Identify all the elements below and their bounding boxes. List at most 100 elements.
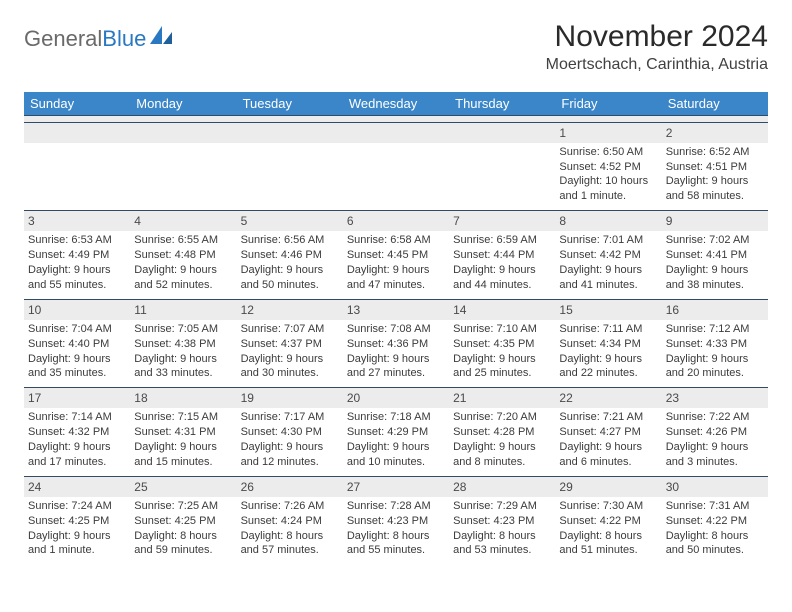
- sunset-line: Sunset: 4:49 PM: [28, 248, 126, 263]
- day-content: Sunrise: 7:02 AMSunset: 4:41 PMDaylight:…: [666, 233, 764, 292]
- day-header: Tuesday: [237, 92, 343, 116]
- sunrise-line: Sunrise: 6:56 AM: [241, 233, 339, 248]
- sunset-line: Sunset: 4:28 PM: [453, 425, 551, 440]
- day-number: 24: [24, 476, 130, 497]
- day-number-empty: [343, 122, 449, 143]
- day-cell: 18Sunrise: 7:15 AMSunset: 4:31 PMDayligh…: [130, 387, 236, 476]
- day-content: Sunrise: 7:01 AMSunset: 4:42 PMDaylight:…: [559, 233, 657, 292]
- daylight-line: Daylight: 9 hours and 12 minutes.: [241, 440, 339, 470]
- sunset-line: Sunset: 4:23 PM: [453, 514, 551, 529]
- sunrise-line: Sunrise: 7:04 AM: [28, 322, 126, 337]
- sunset-line: Sunset: 4:33 PM: [666, 337, 764, 352]
- day-content: Sunrise: 7:17 AMSunset: 4:30 PMDaylight:…: [241, 410, 339, 469]
- day-content: Sunrise: 7:25 AMSunset: 4:25 PMDaylight:…: [134, 499, 232, 558]
- daylight-line: Daylight: 8 hours and 59 minutes.: [134, 529, 232, 559]
- daylight-line: Daylight: 8 hours and 50 minutes.: [666, 529, 764, 559]
- day-content: Sunrise: 7:31 AMSunset: 4:22 PMDaylight:…: [666, 499, 764, 558]
- sunrise-line: Sunrise: 6:59 AM: [453, 233, 551, 248]
- day-content: Sunrise: 6:53 AMSunset: 4:49 PMDaylight:…: [28, 233, 126, 292]
- day-cell: 13Sunrise: 7:08 AMSunset: 4:36 PMDayligh…: [343, 299, 449, 388]
- day-header: Thursday: [449, 92, 555, 116]
- day-header: Sunday: [24, 92, 130, 116]
- daylight-line: Daylight: 8 hours and 53 minutes.: [453, 529, 551, 559]
- day-header: Saturday: [662, 92, 768, 116]
- sunset-line: Sunset: 4:25 PM: [28, 514, 126, 529]
- day-number: 11: [130, 299, 236, 320]
- day-number: 19: [237, 387, 343, 408]
- day-number: 17: [24, 387, 130, 408]
- day-content: Sunrise: 7:28 AMSunset: 4:23 PMDaylight:…: [347, 499, 445, 558]
- sunset-line: Sunset: 4:25 PM: [134, 514, 232, 529]
- sunset-line: Sunset: 4:51 PM: [666, 160, 764, 175]
- day-cell: 17Sunrise: 7:14 AMSunset: 4:32 PMDayligh…: [24, 387, 130, 476]
- day-cell: 15Sunrise: 7:11 AMSunset: 4:34 PMDayligh…: [555, 299, 661, 388]
- daylight-line: Daylight: 9 hours and 33 minutes.: [134, 352, 232, 382]
- week-row: 3Sunrise: 6:53 AMSunset: 4:49 PMDaylight…: [24, 210, 768, 299]
- empty-cell: [343, 122, 449, 211]
- sunset-line: Sunset: 4:38 PM: [134, 337, 232, 352]
- day-content: Sunrise: 7:24 AMSunset: 4:25 PMDaylight:…: [28, 499, 126, 558]
- logo: GeneralBlue: [24, 26, 174, 52]
- sunrise-line: Sunrise: 7:29 AM: [453, 499, 551, 514]
- day-cell: 30Sunrise: 7:31 AMSunset: 4:22 PMDayligh…: [662, 476, 768, 565]
- sunrise-line: Sunrise: 7:31 AM: [666, 499, 764, 514]
- daylight-line: Daylight: 9 hours and 30 minutes.: [241, 352, 339, 382]
- day-cell: 10Sunrise: 7:04 AMSunset: 4:40 PMDayligh…: [24, 299, 130, 388]
- day-number: 23: [662, 387, 768, 408]
- day-content: Sunrise: 7:12 AMSunset: 4:33 PMDaylight:…: [666, 322, 764, 381]
- day-number: 25: [130, 476, 236, 497]
- day-content: Sunrise: 7:10 AMSunset: 4:35 PMDaylight:…: [453, 322, 551, 381]
- sunset-line: Sunset: 4:52 PM: [559, 160, 657, 175]
- daylight-line: Daylight: 9 hours and 17 minutes.: [28, 440, 126, 470]
- daylight-line: Daylight: 9 hours and 27 minutes.: [347, 352, 445, 382]
- sunrise-line: Sunrise: 6:55 AM: [134, 233, 232, 248]
- logo-sail-icon: [148, 24, 174, 51]
- sunrise-line: Sunrise: 6:58 AM: [347, 233, 445, 248]
- sunset-line: Sunset: 4:22 PM: [559, 514, 657, 529]
- sunset-line: Sunset: 4:34 PM: [559, 337, 657, 352]
- day-number: 10: [24, 299, 130, 320]
- day-content: Sunrise: 7:08 AMSunset: 4:36 PMDaylight:…: [347, 322, 445, 381]
- week-row: 10Sunrise: 7:04 AMSunset: 4:40 PMDayligh…: [24, 299, 768, 388]
- daylight-line: Daylight: 9 hours and 25 minutes.: [453, 352, 551, 382]
- logo-text: GeneralBlue: [24, 26, 146, 52]
- day-cell: 21Sunrise: 7:20 AMSunset: 4:28 PMDayligh…: [449, 387, 555, 476]
- sunset-line: Sunset: 4:44 PM: [453, 248, 551, 263]
- day-content: Sunrise: 6:58 AMSunset: 4:45 PMDaylight:…: [347, 233, 445, 292]
- sunset-line: Sunset: 4:30 PM: [241, 425, 339, 440]
- sunset-line: Sunset: 4:37 PM: [241, 337, 339, 352]
- day-cell: 3Sunrise: 6:53 AMSunset: 4:49 PMDaylight…: [24, 210, 130, 299]
- sunset-line: Sunset: 4:23 PM: [347, 514, 445, 529]
- week-row: 24Sunrise: 7:24 AMSunset: 4:25 PMDayligh…: [24, 476, 768, 565]
- daylight-line: Daylight: 9 hours and 3 minutes.: [666, 440, 764, 470]
- calendar-table: SundayMondayTuesdayWednesdayThursdayFrid…: [24, 92, 768, 564]
- sunrise-line: Sunrise: 7:24 AM: [28, 499, 126, 514]
- sunrise-line: Sunrise: 7:02 AM: [666, 233, 764, 248]
- empty-cell: [24, 122, 130, 211]
- day-number: 29: [555, 476, 661, 497]
- day-cell: 9Sunrise: 7:02 AMSunset: 4:41 PMDaylight…: [662, 210, 768, 299]
- day-number-empty: [449, 122, 555, 143]
- day-cell: 6Sunrise: 6:58 AMSunset: 4:45 PMDaylight…: [343, 210, 449, 299]
- day-cell: 28Sunrise: 7:29 AMSunset: 4:23 PMDayligh…: [449, 476, 555, 565]
- day-number: 30: [662, 476, 768, 497]
- daylight-line: Daylight: 9 hours and 10 minutes.: [347, 440, 445, 470]
- day-number: 4: [130, 210, 236, 231]
- day-cell: 2Sunrise: 6:52 AMSunset: 4:51 PMDaylight…: [662, 122, 768, 211]
- daylight-line: Daylight: 9 hours and 47 minutes.: [347, 263, 445, 293]
- day-number: 27: [343, 476, 449, 497]
- daylight-line: Daylight: 9 hours and 58 minutes.: [666, 174, 764, 204]
- sunrise-line: Sunrise: 7:10 AM: [453, 322, 551, 337]
- sunrise-line: Sunrise: 7:08 AM: [347, 322, 445, 337]
- day-number: 26: [237, 476, 343, 497]
- week-row: 1Sunrise: 6:50 AMSunset: 4:52 PMDaylight…: [24, 122, 768, 211]
- day-number: 9: [662, 210, 768, 231]
- sunrise-line: Sunrise: 7:25 AM: [134, 499, 232, 514]
- day-number: 22: [555, 387, 661, 408]
- day-cell: 8Sunrise: 7:01 AMSunset: 4:42 PMDaylight…: [555, 210, 661, 299]
- day-content: Sunrise: 6:52 AMSunset: 4:51 PMDaylight:…: [666, 145, 764, 204]
- sunrise-line: Sunrise: 7:21 AM: [559, 410, 657, 425]
- daylight-line: Daylight: 9 hours and 55 minutes.: [28, 263, 126, 293]
- sunrise-line: Sunrise: 6:50 AM: [559, 145, 657, 160]
- day-cell: 25Sunrise: 7:25 AMSunset: 4:25 PMDayligh…: [130, 476, 236, 565]
